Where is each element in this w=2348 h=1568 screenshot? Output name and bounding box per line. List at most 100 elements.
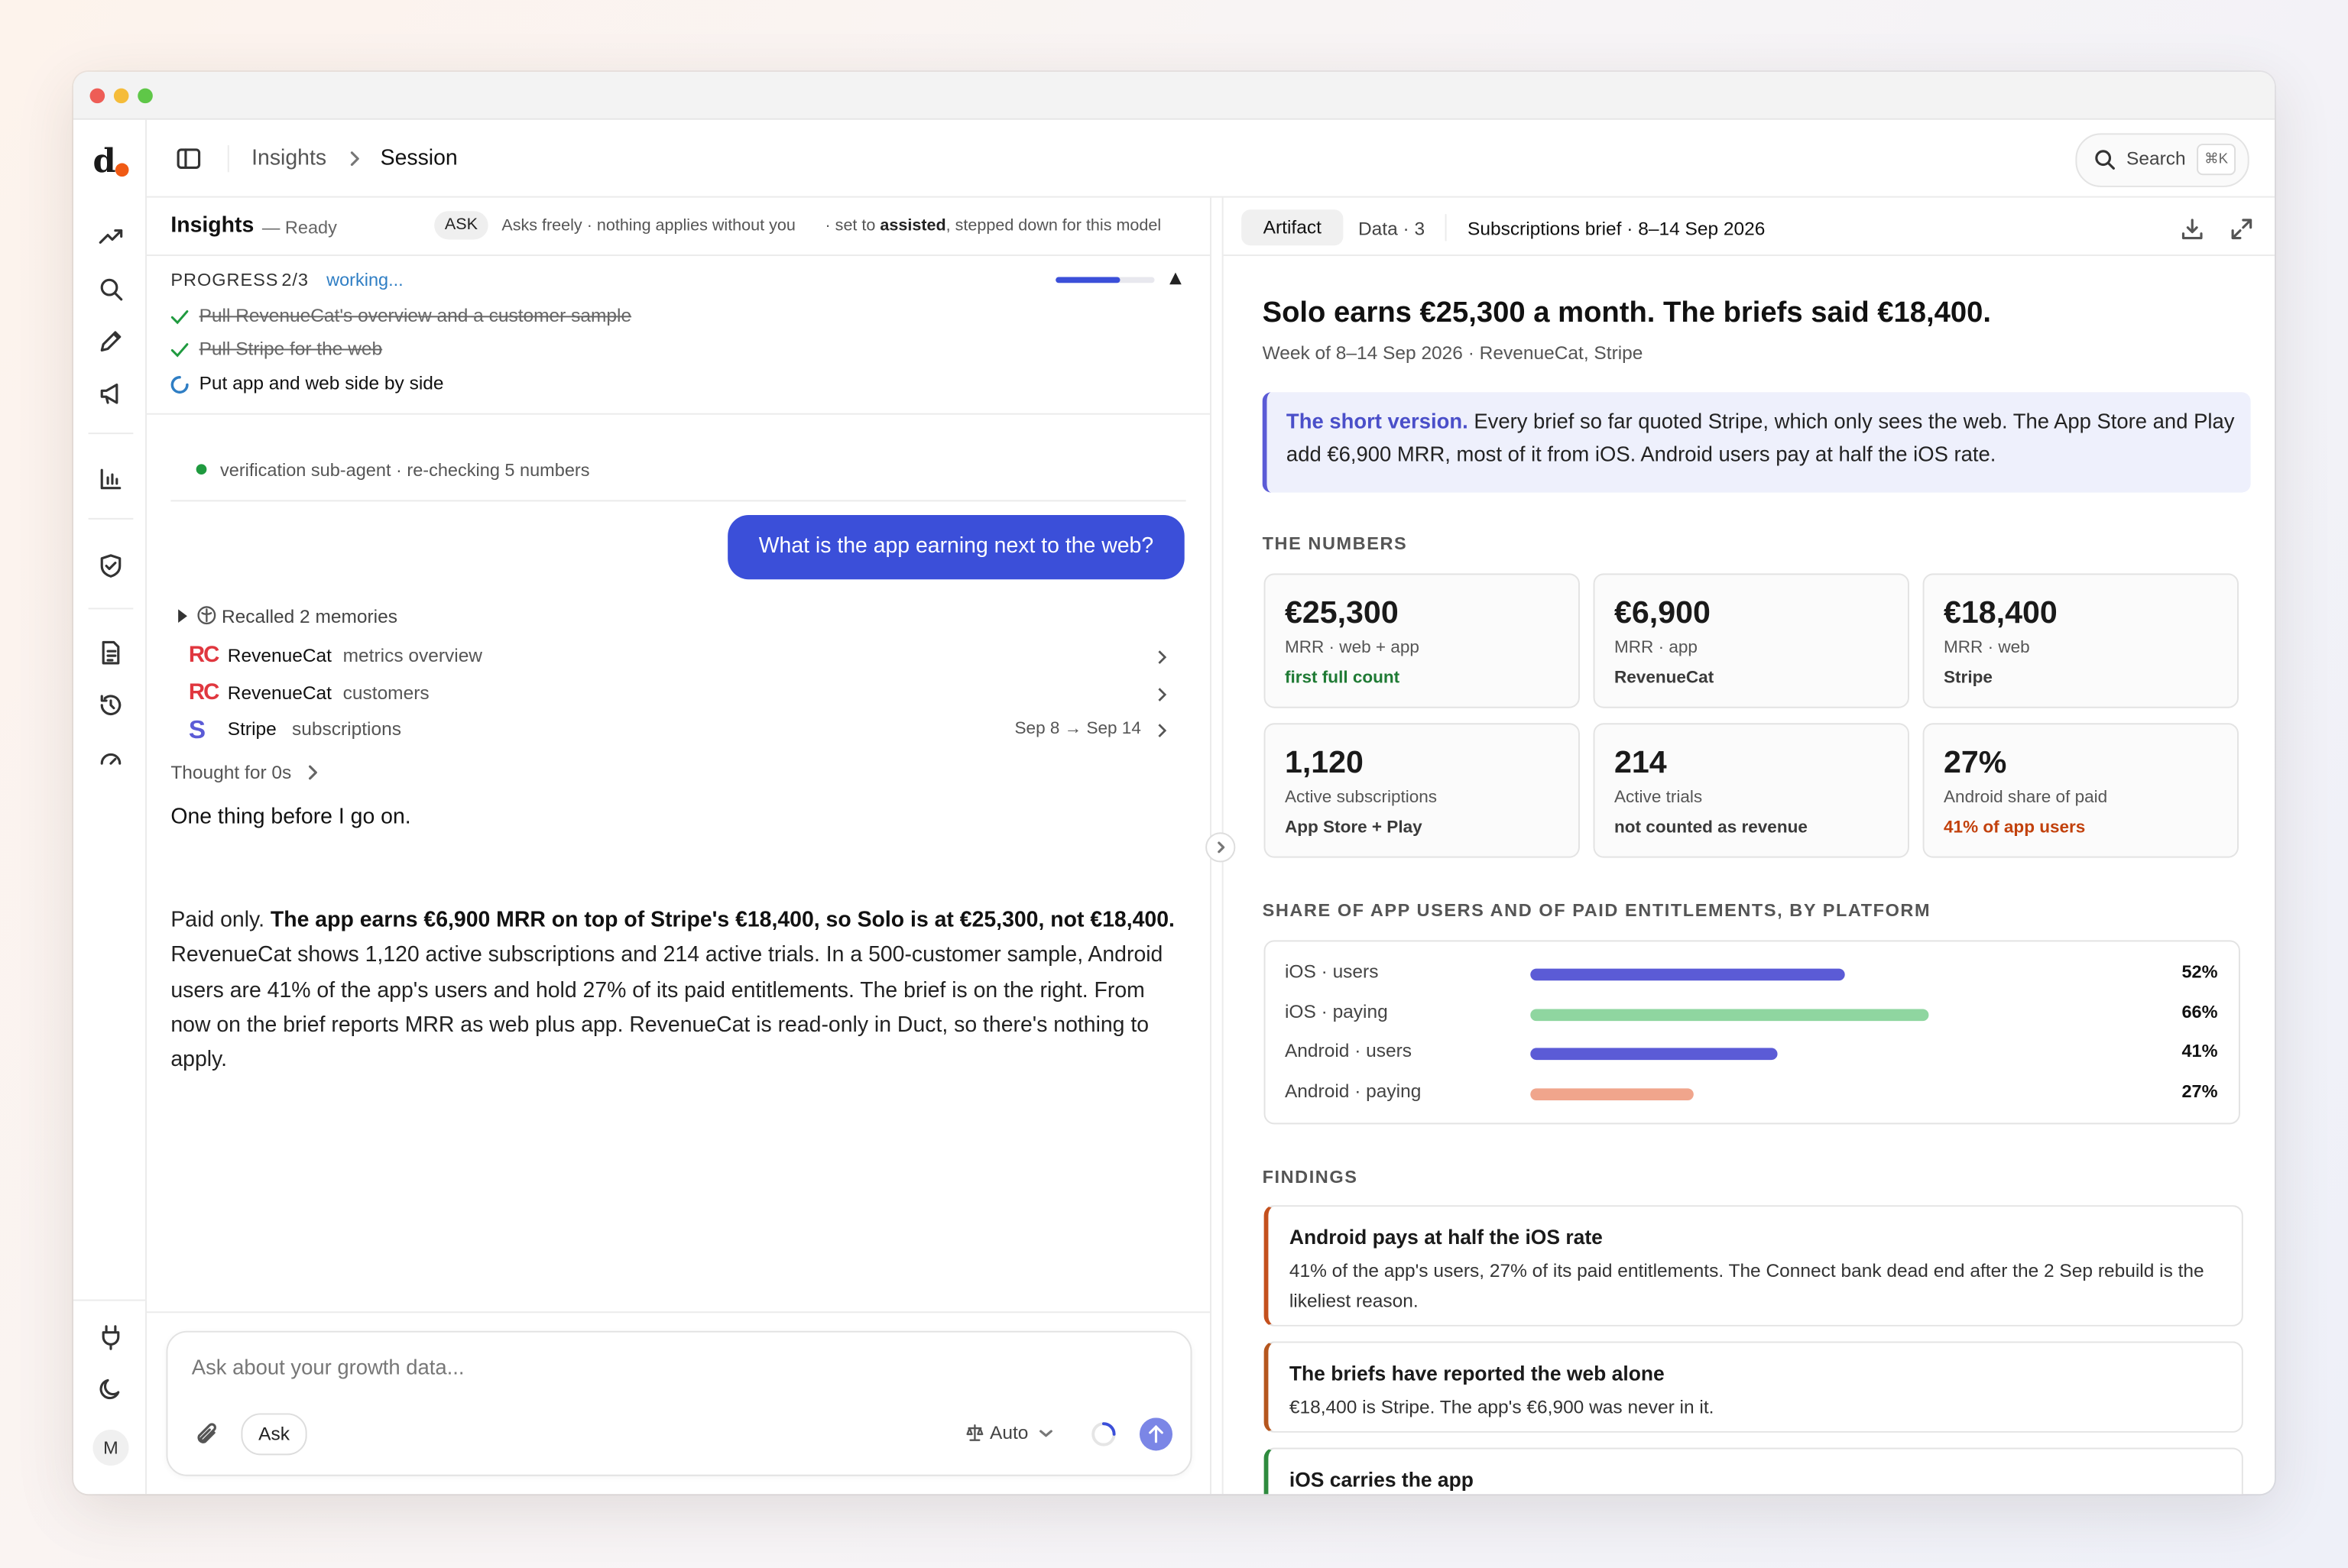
stat-label: Active subscriptions bbox=[1284, 789, 1438, 807]
search-box-icon bbox=[2095, 150, 2115, 170]
stat-value: 1,120 bbox=[1284, 745, 1364, 780]
step-check bbox=[170, 310, 189, 325]
step-check bbox=[170, 343, 189, 358]
chat-title: Insights bbox=[170, 214, 255, 238]
progress-track bbox=[1056, 277, 1155, 283]
stat-note: first full count bbox=[1284, 669, 1400, 688]
reply-bold: The app earns €6,900 MRR on top of Strip… bbox=[270, 909, 1175, 933]
minimize-button[interactable] bbox=[113, 88, 129, 104]
memory-source[interactable]: RevenueCat bbox=[227, 645, 332, 666]
campaign-icon[interactable] bbox=[96, 379, 125, 409]
memory-logo: RC bbox=[188, 679, 219, 705]
bar bbox=[1530, 1087, 1694, 1100]
mode-selector[interactable]: Ask bbox=[241, 1413, 307, 1456]
user-message: What is the app earning next to the web? bbox=[728, 514, 1185, 580]
composer-placeholder[interactable]: Ask about your growth data... bbox=[191, 1355, 465, 1379]
collapse-toggle[interactable] bbox=[1168, 271, 1183, 287]
send-button[interactable] bbox=[1139, 1417, 1173, 1451]
progress-count: 2/3 bbox=[281, 269, 309, 291]
section-heading: THE NUMBERS bbox=[1262, 533, 1408, 554]
stat-label: MRR · web bbox=[1944, 639, 2030, 658]
brand-dot bbox=[115, 163, 129, 177]
memory-range: Sep 8 → Sep 14 bbox=[1014, 720, 1141, 738]
bar-value: 52% bbox=[2181, 961, 2218, 983]
finding: The briefs have reported the web alone €1… bbox=[1263, 1341, 2243, 1433]
sidebar-divider bbox=[88, 607, 134, 610]
memory-icon bbox=[197, 606, 216, 625]
breadcrumb-item: Session bbox=[380, 146, 458, 171]
progress-step: Pull RevenueCat's overview and a custome… bbox=[199, 305, 632, 327]
sidebar-toggle[interactable] bbox=[175, 145, 202, 172]
gauge-icon[interactable] bbox=[96, 743, 125, 773]
bar-value: 41% bbox=[2181, 1040, 2218, 1062]
stat-label: Android share of paid bbox=[1944, 789, 2108, 807]
stat-value: €6,900 bbox=[1613, 595, 1711, 630]
shield-icon[interactable] bbox=[96, 551, 125, 581]
mode-badge[interactable]: ASK bbox=[434, 211, 488, 240]
agent-status-dot bbox=[196, 464, 207, 475]
finding-title: The briefs have reported the web alone bbox=[1289, 1362, 1665, 1385]
summary-callout: The short version. Every brief so far qu… bbox=[1262, 392, 2251, 493]
brand-logo[interactable]: d bbox=[92, 142, 116, 182]
app-window: d M Insights Session Search ⌘K Insights … bbox=[73, 72, 2275, 1495]
zoom-button[interactable] bbox=[138, 88, 153, 104]
memory-chevron bbox=[1158, 687, 1167, 701]
bar-track bbox=[1530, 1008, 2134, 1021]
finding-text: 41% of the app's users, 27% of its paid … bbox=[1289, 1260, 2204, 1312]
mode-note-bold: assisted bbox=[880, 217, 946, 235]
sidebar-divider bbox=[88, 517, 134, 520]
trends-icon[interactable] bbox=[96, 222, 125, 251]
callout-text: Every brief so far quoted Stripe, which … bbox=[1286, 408, 2235, 465]
composer[interactable] bbox=[166, 1330, 1192, 1476]
progress-fill bbox=[1056, 277, 1120, 283]
finding: iOS carries the app bbox=[1263, 1447, 2243, 1495]
reply-rest: RevenueCat shows 1,120 active subscripti… bbox=[170, 943, 1163, 1073]
panel-toggle[interactable] bbox=[1205, 832, 1236, 863]
loading-spinner bbox=[1091, 1422, 1116, 1447]
theme-icon[interactable] bbox=[96, 1375, 125, 1404]
bar-label: Android · paying bbox=[1284, 1080, 1422, 1101]
memory-detail: metrics overview bbox=[342, 645, 483, 666]
memory-source[interactable]: RevenueCat bbox=[227, 682, 332, 703]
edit-icon[interactable] bbox=[96, 326, 125, 356]
memory-detail: subscriptions bbox=[292, 718, 401, 740]
expand-button[interactable] bbox=[2230, 217, 2253, 241]
history-icon[interactable] bbox=[96, 690, 125, 720]
progress-label: PROGRESS bbox=[170, 269, 279, 291]
bar-label: iOS · paying bbox=[1284, 1000, 1388, 1022]
stat-card: 214 Active trials not counted as revenue bbox=[1593, 723, 1909, 858]
docs-icon[interactable] bbox=[96, 638, 125, 668]
tab-active[interactable]: Artifact bbox=[1241, 209, 1344, 246]
stat-label: Active trials bbox=[1613, 789, 1703, 807]
integrations-icon[interactable] bbox=[96, 1322, 125, 1352]
mode-note: · set to assisted, stepped down for this… bbox=[825, 217, 1162, 235]
breadcrumb-item[interactable]: Insights bbox=[251, 146, 327, 171]
search-shortcut: ⌘K bbox=[2197, 144, 2236, 176]
stat-card: 27% Android share of paid 41% of app users bbox=[1922, 723, 2239, 858]
search-label: Search bbox=[2126, 147, 2186, 170]
finding: Android pays at half the iOS rate 41% of … bbox=[1263, 1205, 2243, 1327]
search-icon[interactable] bbox=[96, 274, 125, 304]
reply-first: One thing before I go on. bbox=[170, 805, 411, 830]
memories-toggle[interactable] bbox=[177, 609, 189, 624]
user-avatar[interactable]: M bbox=[92, 1430, 129, 1466]
stat-value: €25,300 bbox=[1284, 595, 1399, 630]
stat-label: MRR · web + app bbox=[1284, 639, 1419, 658]
model-selector[interactable]: Auto bbox=[990, 1422, 1029, 1443]
reports-icon[interactable] bbox=[96, 464, 125, 494]
memory-source[interactable]: Stripe bbox=[227, 718, 277, 740]
bar-label: iOS · users bbox=[1284, 961, 1379, 983]
download-button[interactable] bbox=[2181, 217, 2204, 241]
header-border bbox=[145, 196, 2275, 198]
tab[interactable]: Data · 3 bbox=[1357, 219, 1425, 240]
header-divider bbox=[227, 145, 229, 173]
progress-step: Put app and web side by side bbox=[199, 372, 444, 394]
thought-chevron bbox=[308, 765, 317, 780]
stat-note: RevenueCat bbox=[1613, 669, 1714, 688]
attach-button[interactable] bbox=[193, 1421, 220, 1447]
thought-label[interactable]: Thought for 0s bbox=[170, 762, 292, 783]
sidebar-border bbox=[145, 119, 147, 1495]
close-button[interactable] bbox=[89, 88, 105, 104]
